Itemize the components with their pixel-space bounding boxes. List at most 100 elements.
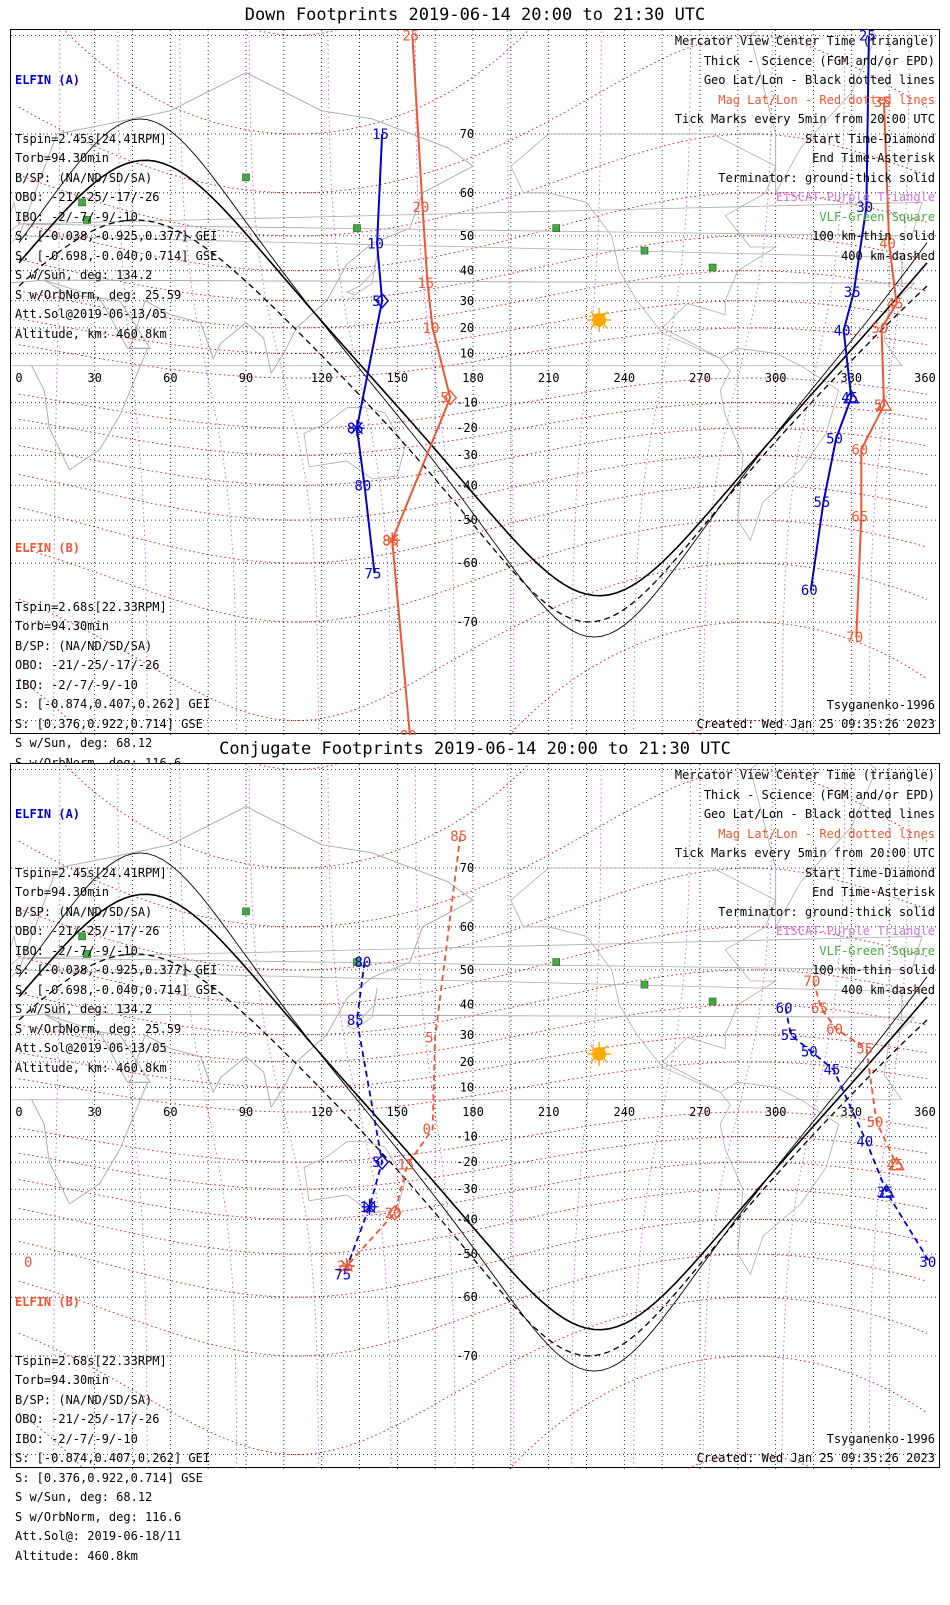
- elfin-a-track-tick-label: 40: [856, 1135, 873, 1151]
- vlf-square: [552, 224, 561, 232]
- legend-line: 400 km-dashed: [841, 982, 935, 997]
- coastline: [11, 934, 20, 965]
- info-line: Torb=94.30min: [15, 1373, 109, 1387]
- legend-line: Tick Marks every 5min from 20:00 UTC: [674, 846, 935, 860]
- elfin-a-track: [343, 961, 384, 1275]
- vlf-square: [242, 173, 250, 182]
- mag-parallel: [18, 1188, 928, 1255]
- lon-tick-label: 360: [914, 1105, 936, 1119]
- info-line: IBO: -2/-7/-9/-10: [15, 209, 138, 224]
- legend-line: Geo Lat/Lon - Black dotted lines: [703, 73, 935, 87]
- lon-tick-label: 240: [613, 371, 635, 385]
- lon-tick-label: 150: [386, 371, 408, 385]
- elfin-b-track-tick-label: 25: [402, 30, 419, 44]
- mag-parallel: [255, 764, 338, 770]
- vlf-square: [78, 198, 86, 207]
- mag-parallel: [18, 769, 928, 928]
- mag-meridian: [53, 30, 61, 735]
- elfin-b-track-tick-label: 0: [24, 1255, 32, 1271]
- info-line: S: [-0.874,0.407,0.262] GEI: [15, 1451, 211, 1465]
- elfin-a-track-tick-label: 85: [347, 1013, 364, 1029]
- lon-tick-label: 180: [462, 371, 484, 385]
- elfin-b-track-tick-label: 45: [887, 297, 904, 313]
- legend-line: Tick Marks every 5min from 20:00 UTC: [674, 112, 935, 126]
- lat-tick-label: 50: [460, 229, 474, 243]
- legend-line: EISCAT-Purple Triangle: [776, 924, 935, 938]
- elfin-b-track-tick-label: 40: [879, 236, 896, 252]
- lat-tick-label: 60: [460, 186, 474, 200]
- mag-parallel: [18, 192, 928, 272]
- mag-parallel: [18, 327, 928, 379]
- sun-ray: [603, 1058, 609, 1063]
- lon-tick-label: 360: [914, 371, 936, 385]
- info-line: S: [-0.698,-0.040,0.714] GSE: [15, 982, 218, 997]
- center-triangle: [875, 396, 893, 411]
- coastline: [303, 407, 406, 480]
- sun-ray: [590, 310, 595, 316]
- vlf-square: [242, 907, 250, 916]
- coastline: [11, 1013, 149, 1205]
- lon-tick-label: 0: [15, 371, 22, 385]
- elfin-a-track: [784, 1007, 931, 1263]
- vlf-square: [83, 216, 91, 224]
- terminator-ground: [18, 159, 928, 597]
- coastline: [719, 1081, 840, 1276]
- map-layer: 0 30 60 90 120 150 180 210 240 270 300 330 360 70 60 50…: [11, 30, 941, 735]
- legend-line: 400 km-dashed: [841, 248, 935, 263]
- mag-parallel: [18, 926, 928, 1006]
- info-line: S: [0.376,0.922,0.714] GSE: [15, 716, 203, 731]
- info-line: IBO: -2/-7/-9/-10: [15, 943, 138, 958]
- start-diamond: [375, 1154, 390, 1171]
- legend-line: Mag Lat/Lon - Red dotted lines: [718, 92, 935, 107]
- elfin-b-track: [391, 35, 452, 735]
- elfin-a-info-down: ELFIN (A) Tspin=2.45s[24.41RPM] Torb=94.3…: [15, 32, 217, 383]
- mag-parallel: [18, 402, 928, 456]
- elfin-b-track-tick-label: 50: [866, 1115, 883, 1131]
- lat-tick-label: -70: [456, 615, 478, 629]
- mag-meridian: [248, 764, 320, 1469]
- info-line: S w/OrbNorm, deg: 25.59: [15, 287, 182, 302]
- sun-ray: [603, 310, 609, 316]
- legend-conjugate: Mercator View Center Time (triangle) Thic…: [675, 766, 935, 1000]
- lon-tick-label: 90: [239, 1105, 253, 1119]
- mag-parallel: [18, 1034, 928, 1088]
- sun-ray: [590, 1058, 595, 1063]
- info-line: Tspin=2.45s[24.41RPM]: [15, 865, 167, 880]
- elfin-b-track-tick-label: 15: [418, 276, 435, 292]
- coastline: [749, 764, 878, 929]
- elfin-b-info-conjugate: ELFIN (B) Tspin=2.68s[22.33RPM] Torb=94.3…: [15, 1254, 210, 1605]
- legend-line: Thick - Science (FGM and/or EPD): [703, 53, 935, 68]
- elfin-a-track: [809, 35, 870, 590]
- lat-tick-label: -10: [456, 396, 478, 410]
- coastline: [18, 201, 923, 237]
- mag-parallel: [255, 30, 338, 36]
- mag-meridian: [702, 30, 773, 735]
- vlf-square: [353, 958, 361, 966]
- elfin-a-label: ELFIN (A): [15, 807, 81, 821]
- elfin-a-track: [355, 133, 384, 574]
- elfin-a-track-tick-label: 75: [365, 566, 382, 582]
- info-line: OBO: -21/-25/-17/-26: [15, 658, 160, 672]
- start-diamond: [443, 389, 458, 406]
- lat-tick-label: -50: [456, 1247, 478, 1261]
- legend-line: Mag Lat/Lon - Red dotted lines: [718, 826, 935, 841]
- lat-tick-label: 20: [460, 1055, 474, 1069]
- mag-meridian: [53, 764, 61, 1469]
- lat-tick-label: 70: [460, 127, 474, 141]
- legend-down: Mercator View Center Time (triangle) Thic…: [675, 32, 935, 266]
- elfin-a-track-tick-label: 30: [919, 1255, 936, 1271]
- info-line: IBO: -2/-7/-9/-10: [15, 1431, 138, 1446]
- lat-tick-label: -40: [456, 1212, 478, 1226]
- lon-tick-label: 330: [840, 1105, 862, 1119]
- info-line: B/SP: (NA/ND/SD/SA): [15, 904, 153, 919]
- lat-tick-label: -30: [456, 448, 478, 462]
- elfin-b-track-tick-label: 55: [856, 1042, 873, 1058]
- info-line: Torb=94.30min: [15, 151, 109, 165]
- elfin-a-track-tick-label: 60: [776, 1001, 793, 1017]
- elfin-b-track: [346, 835, 462, 1267]
- lat-tick-label: -20: [456, 1155, 478, 1169]
- elfin-a-track-tick-label: 50: [801, 1044, 818, 1060]
- legend-line: End Time-Asterisk: [812, 885, 935, 899]
- elfin-a-track-tick-label: 25: [859, 30, 876, 44]
- elfin-b-track-tick-label: 10: [423, 321, 440, 337]
